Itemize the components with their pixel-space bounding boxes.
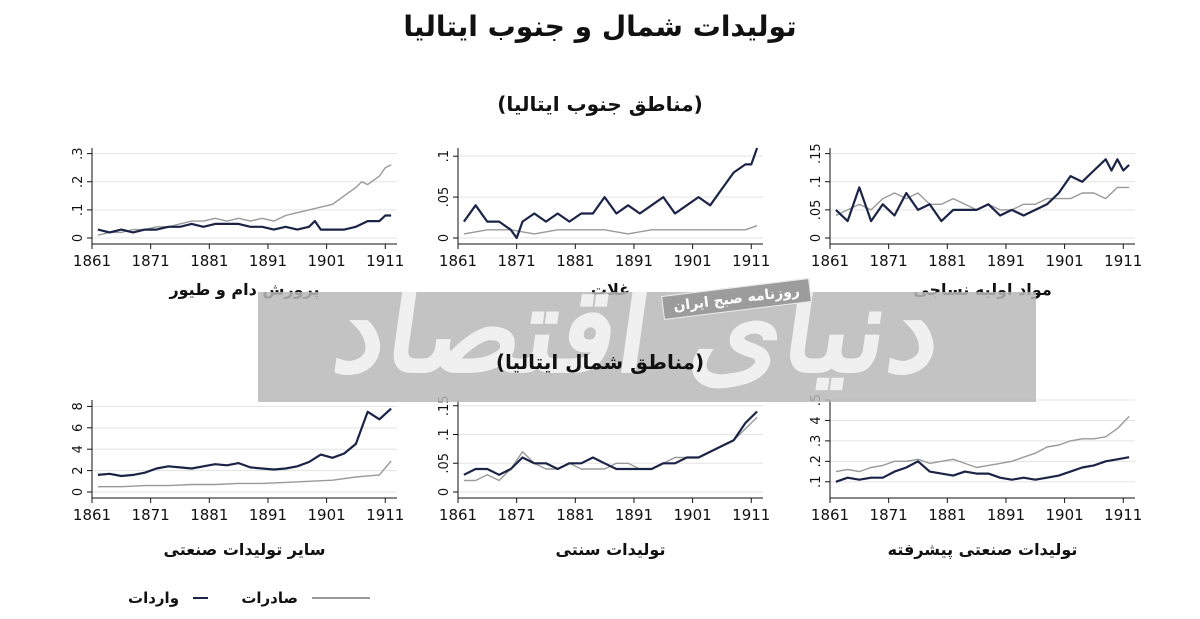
x-tick-label: 1861 [811,506,849,524]
x-tick-label: 1861 [439,506,477,524]
panel-title: تولیدات سنتی [556,540,666,559]
x-tick-label: 1881 [928,252,966,270]
section-title-north: (مناطق شمال ایتالیا) [495,350,705,374]
y-tick-label: .3 [71,147,86,159]
y-tick-label: .05 [809,200,824,221]
x-tick-label: 1891 [249,506,287,524]
x-tick-label: 1901 [1046,252,1084,270]
series-line-imports [463,147,759,240]
panel-title: سایر تولیدات صنعتی [164,540,326,559]
series-line-exports [97,164,392,236]
legend-imports: واردات [128,588,208,608]
y-tick-label: 0 [437,234,452,242]
x-tick-label: 1891 [615,252,653,270]
x-tick-label: 1861 [439,252,477,270]
y-tick-label: 0 [809,234,824,242]
y-tick-label: .1 [437,150,452,162]
legend-exports: صادرات [220,588,370,608]
y-tick-label: .15 [809,143,824,164]
y-tick-label: 8 [71,402,86,410]
x-tick-label: 1871 [498,506,536,524]
x-tick-label: 1881 [928,506,966,524]
panel-title: تولیدات صنعتی پیشرفته [888,540,1078,560]
x-tick-label: 1861 [73,252,111,270]
y-tick-label: .2 [809,455,824,467]
y-tick-label: .2 [71,176,86,188]
series-line-imports [835,158,1130,223]
x-tick-label: 1871 [870,252,908,270]
y-tick-label: 0 [71,488,86,496]
y-tick-label: .1 [809,176,824,188]
y-tick-label: 4 [71,445,86,453]
watermark-logo: دنیای اقتصاد [325,260,951,399]
series-line-exports [835,415,1130,473]
x-tick-label: 1871 [498,252,536,270]
x-tick-label: 1881 [556,506,594,524]
legend-exports-swatch [312,597,370,599]
x-tick-label: 1871 [132,506,170,524]
legend-imports-label: واردات [128,589,180,607]
y-tick-label: .3 [809,435,824,447]
legend-imports-swatch [193,597,208,599]
x-tick-label: 1911 [366,252,404,270]
watermark-band [258,292,1036,402]
x-tick-label: 1891 [987,252,1025,270]
y-tick-label: .05 [437,453,452,474]
x-tick-label: 1871 [870,506,908,524]
x-tick-label: 1861 [73,506,111,524]
x-tick-label: 1901 [674,506,712,524]
series-line-imports [97,407,392,478]
series-line-imports [835,456,1130,483]
x-tick-label: 1891 [615,506,653,524]
x-tick-label: 1911 [1104,252,1142,270]
x-tick-label: 1871 [132,252,170,270]
y-tick-label: 4 [809,416,824,424]
x-tick-label: 1881 [190,506,228,524]
x-tick-label: 1881 [556,252,594,270]
x-tick-label: 1901 [308,252,346,270]
y-tick-label: 6 [71,424,86,432]
y-tick-label: .05 [437,187,452,208]
legend-exports-label: صادرات [241,589,298,607]
y-tick-label: .1 [71,204,86,216]
main-title: تولیدات شمال و جنوب ایتالیا [403,10,797,43]
y-tick-label: .1 [809,476,824,488]
y-tick-label: 2 [71,466,86,474]
series-line-imports [463,410,758,476]
series-line-imports [97,214,392,234]
x-tick-label: 1881 [190,252,228,270]
series-line-exports [463,225,758,235]
x-tick-label: 1901 [1046,506,1084,524]
x-tick-label: 1891 [987,506,1025,524]
x-tick-label: 1861 [811,252,849,270]
x-tick-label: 1911 [366,506,404,524]
section-title-south: (مناطق جنوب ایتالیا) [497,92,703,116]
x-tick-label: 1891 [249,252,287,270]
x-tick-label: 1911 [732,506,770,524]
x-tick-label: 1901 [308,506,346,524]
series-line-exports [97,460,392,488]
x-tick-label: 1911 [1104,506,1142,524]
x-tick-label: 1911 [732,252,770,270]
x-tick-label: 1901 [674,252,712,270]
y-tick-label: 0 [71,234,86,242]
series-line-exports [835,186,1130,217]
y-tick-label: 0 [437,488,452,496]
y-tick-label: .1 [437,428,452,440]
